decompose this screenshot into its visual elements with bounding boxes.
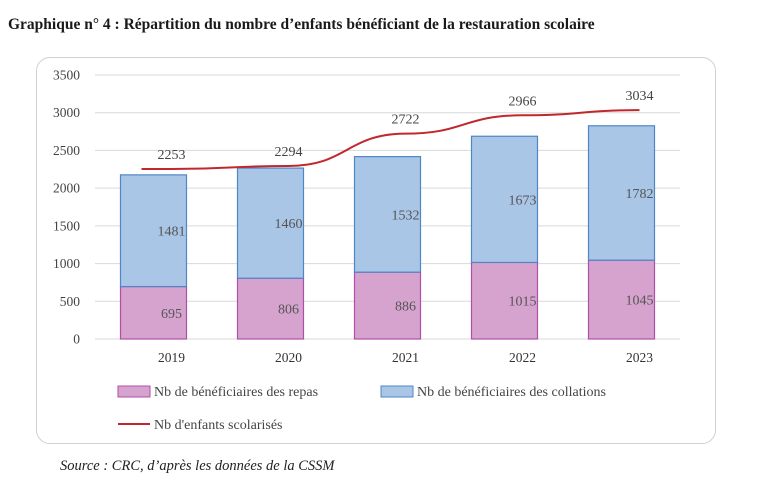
line-value-label: 2253 bbox=[158, 148, 186, 163]
legend-swatch-repas bbox=[117, 385, 151, 398]
bar-value-label: 1045 bbox=[626, 294, 654, 309]
x-axis: 2019 2020 2021 2022 2023 bbox=[158, 350, 653, 365]
bar-value-label: 1460 bbox=[275, 217, 303, 232]
bar-value-label: 1782 bbox=[626, 187, 654, 202]
bar-value-label: 1015 bbox=[509, 295, 537, 310]
bars bbox=[119, 125, 656, 340]
line-value-label: 2294 bbox=[275, 145, 303, 160]
legend: Nb de bénéficiaires des repas Nb de bénéf… bbox=[117, 385, 606, 433]
bar-value-label: 1673 bbox=[509, 193, 537, 208]
bar-repas bbox=[587, 259, 656, 340]
line-value-label: 3034 bbox=[626, 89, 654, 104]
y-tick-label: 0 bbox=[73, 332, 80, 347]
bar-collations bbox=[353, 156, 422, 273]
x-tick-label: 2019 bbox=[158, 350, 185, 365]
y-axis: 0 500 1000 1500 2000 2500 3000 3500 bbox=[53, 68, 80, 347]
x-tick-label: 2023 bbox=[626, 350, 653, 365]
y-tick-label: 2000 bbox=[53, 181, 80, 196]
legend-label-repas: Nb de bénéficiaires des repas bbox=[154, 385, 318, 400]
line-enfants-scolarises bbox=[141, 109, 640, 171]
bar-value-label: 806 bbox=[278, 303, 299, 318]
bar-value-label: 886 bbox=[395, 300, 416, 315]
bar-collations bbox=[236, 167, 305, 279]
bar-repas bbox=[236, 277, 305, 340]
bar-collations bbox=[119, 174, 188, 288]
line-value-label: 2722 bbox=[392, 113, 420, 128]
bar-repas bbox=[470, 261, 539, 340]
bar-value-label: 1481 bbox=[158, 225, 186, 240]
bar-value-label: 1532 bbox=[392, 208, 420, 223]
y-tick-label: 1000 bbox=[53, 256, 80, 271]
bar-repas bbox=[353, 271, 422, 340]
y-tick-label: 2500 bbox=[53, 143, 80, 158]
legend-swatch-collations bbox=[380, 385, 414, 398]
bar-value-label: 695 bbox=[161, 307, 182, 322]
y-tick-label: 1500 bbox=[53, 218, 80, 233]
x-tick-label: 2020 bbox=[275, 350, 302, 365]
legend-label-enfants: Nb d'enfants scolarisés bbox=[154, 418, 283, 433]
bar-repas bbox=[119, 285, 188, 340]
x-tick-label: 2021 bbox=[392, 350, 419, 365]
legend-label-collations: Nb de bénéficiaires des collations bbox=[417, 385, 606, 400]
y-tick-label: 3500 bbox=[53, 68, 80, 83]
y-tick-label: 500 bbox=[60, 294, 81, 309]
chart-title: Graphique n° 4 : Répartition du nombre d… bbox=[8, 16, 595, 33]
bar-collations bbox=[587, 125, 656, 261]
data-labels: 695 1481 806 1460 886 1532 1015 1673 1045 1782 225… bbox=[158, 89, 654, 322]
bar-collations bbox=[470, 135, 539, 264]
y-tick-label: 3000 bbox=[53, 105, 80, 120]
source-note: Source : CRC, d’après les données de la … bbox=[60, 458, 335, 474]
line-value-label: 2966 bbox=[509, 94, 537, 109]
x-tick-label: 2022 bbox=[509, 350, 536, 365]
line-series bbox=[141, 109, 640, 171]
